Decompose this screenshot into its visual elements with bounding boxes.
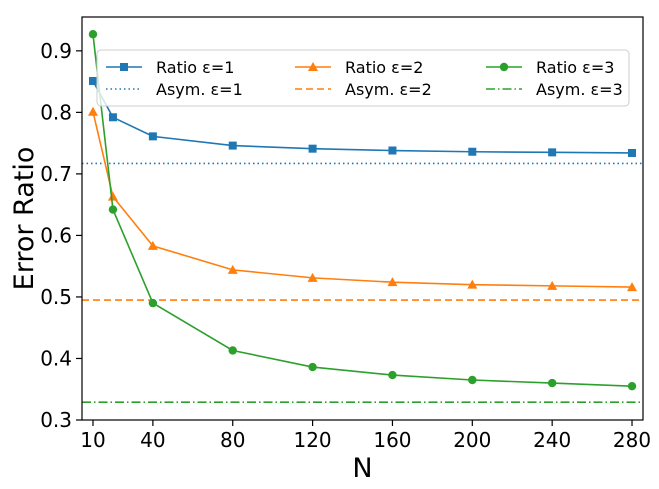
data-point-eps1 <box>388 146 397 155</box>
x-tick-label: 120 <box>293 428 331 452</box>
legend-label: Ratio ε=3 <box>536 58 614 77</box>
y-axis-label: Error Ratio <box>9 147 40 291</box>
data-point-eps1 <box>228 141 237 150</box>
data-point-eps2 <box>227 264 238 274</box>
data-point-eps1 <box>628 148 637 157</box>
data-point-eps1 <box>148 132 157 141</box>
y-tick-label: 0.8 <box>40 100 72 124</box>
data-point-eps3 <box>468 375 477 385</box>
series-eps1 <box>88 76 637 157</box>
data-point-eps2 <box>87 106 98 116</box>
data-point-eps2 <box>147 240 158 250</box>
x-tick-label: 40 <box>140 428 165 452</box>
x-tick-label: 240 <box>533 428 571 452</box>
x-tick-label: 10 <box>80 428 105 452</box>
legend-label: Asym. ε=2 <box>345 80 432 99</box>
y-tick-label: 0.4 <box>40 346 72 370</box>
data-series <box>87 30 638 391</box>
data-point-eps1 <box>108 113 117 122</box>
legend-series-marker <box>499 62 509 72</box>
data-point-eps2 <box>547 280 558 290</box>
legend-label: Ratio ε=1 <box>156 58 234 77</box>
x-axis-ticks: 10 40 80 120 160 200 240 280 <box>80 420 651 452</box>
data-point-eps1 <box>88 76 97 85</box>
x-tick-label: 200 <box>453 428 491 452</box>
data-point-eps1 <box>548 148 557 157</box>
y-tick-label: 0.9 <box>40 39 72 63</box>
data-point-eps2 <box>467 279 478 289</box>
data-point-eps2 <box>627 282 638 292</box>
asymptote-lines <box>82 162 643 403</box>
y-tick-label: 0.5 <box>40 285 72 309</box>
data-point-eps3 <box>108 205 118 214</box>
series-eps3 <box>88 30 637 391</box>
data-point-eps1 <box>308 144 317 153</box>
legend-box <box>96 49 630 107</box>
y-tick-label: 0.3 <box>40 408 72 432</box>
legend-series-marker <box>120 63 128 71</box>
x-tick-label: 80 <box>220 428 245 452</box>
data-point-eps3 <box>88 30 98 39</box>
data-point-eps3 <box>148 298 158 308</box>
data-point-eps1 <box>468 147 477 156</box>
y-tick-label: 0.6 <box>40 223 72 247</box>
y-tick-label: 0.7 <box>40 162 72 186</box>
legend-label: Ratio ε=2 <box>345 58 423 77</box>
series-eps2 <box>87 106 638 292</box>
data-point-eps2 <box>387 277 398 287</box>
x-axis-label: N <box>352 453 372 484</box>
x-tick-label: 280 <box>613 428 651 452</box>
data-point-eps3 <box>547 378 557 388</box>
data-point-eps3 <box>228 346 237 355</box>
legend-label: Asym. ε=1 <box>156 80 243 99</box>
data-point-eps3 <box>627 381 637 391</box>
data-point-eps3 <box>308 362 317 372</box>
legend-series-marker <box>308 62 318 71</box>
legend: Ratio ε=1 Ratio ε=2 Ratio ε=3 Asym. ε=1 Asym… <box>96 49 630 107</box>
x-tick-label: 160 <box>373 428 411 452</box>
plot-frame <box>81 16 644 421</box>
y-axis-ticks: 0.3 0.4 0.5 0.6 0.7 0.8 0.9 <box>40 39 82 432</box>
data-point-eps3 <box>388 370 397 380</box>
data-point-eps2 <box>307 272 318 282</box>
data-point-eps2 <box>107 191 118 201</box>
legend-label: Asym. ε=3 <box>536 80 623 99</box>
